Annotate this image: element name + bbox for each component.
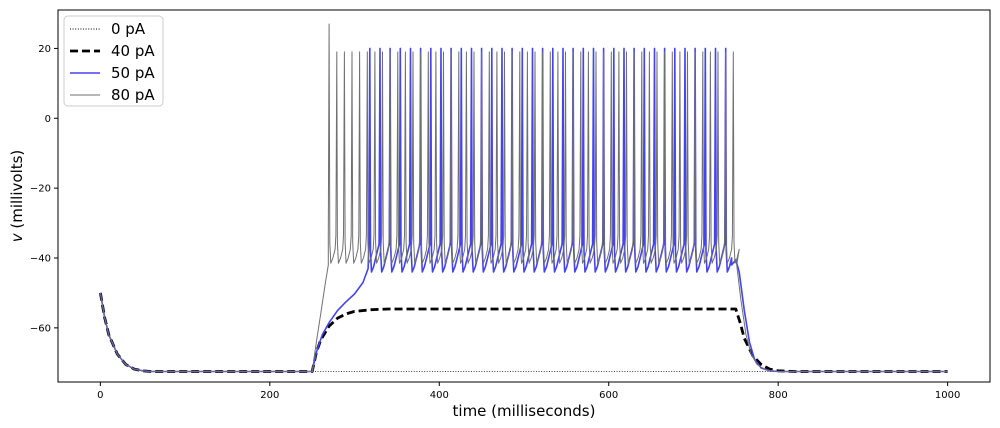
x-tick-label: 800 [769,390,788,401]
legend: 0 pA 40 pA 50 pA 80 pA [63,15,164,107]
legend-label: 50 pA [111,64,155,82]
y-tick-label: −40 [30,254,51,265]
x-tick-label: 400 [430,390,449,401]
legend-label: 40 pA [111,42,155,60]
x-axis-ticks: 0 200 400 600 800 1000 [97,382,960,401]
y-axis-ticks: 20 0 −20 −40 −60 [30,44,58,334]
y-tick-label: 0 [45,114,51,125]
legend-label: 0 pA [111,20,146,38]
x-tick-label: 1000 [935,390,960,401]
y-tick-label: 20 [38,44,51,55]
plot-frame [57,9,991,383]
series-layer [99,23,948,373]
series-line-80-pa [99,23,948,372]
y-axis-title: v (millivolts) [8,150,26,243]
y-axis-title-text: (millivolts) [8,150,26,234]
x-axis-title: time (milliseconds) [453,402,596,420]
y-tick-label: −60 [30,323,51,334]
y-axis-title-symbol: v [8,232,26,242]
plot-area [58,10,990,382]
x-tick-label: 200 [260,390,279,401]
y-tick-label: −20 [30,184,51,195]
x-tick-label: 0 [97,390,103,401]
x-tick-label: 600 [599,390,618,401]
legend-items: 0 pA 40 pA 50 pA 80 pA [70,20,155,104]
legend-label: 80 pA [111,86,155,104]
legend-box [63,15,164,107]
